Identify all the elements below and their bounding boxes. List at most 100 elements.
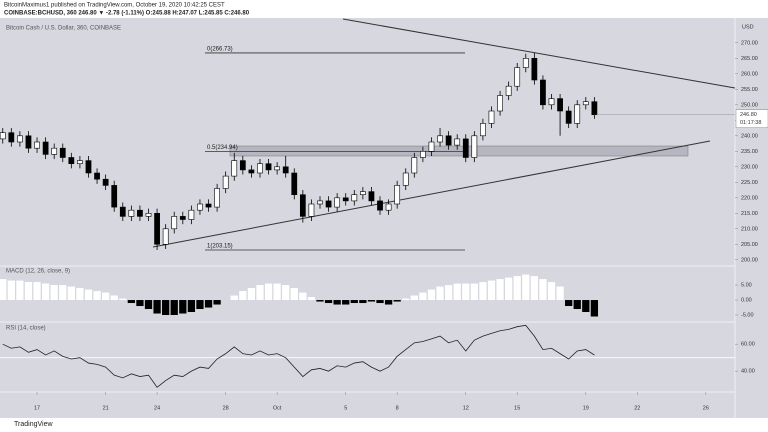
histogram-bar <box>67 286 75 301</box>
x-tick-label: 22 <box>634 405 640 411</box>
candle-body <box>154 213 160 245</box>
histogram-bar <box>136 300 144 307</box>
candle-body <box>248 169 255 174</box>
histogram-bar <box>496 279 504 301</box>
candle-body <box>137 209 143 217</box>
histogram-bar <box>264 283 273 301</box>
candle-body <box>565 110 572 124</box>
histogram-bar <box>273 283 281 301</box>
y-tick-label: 220.00 <box>741 195 758 201</box>
candle-body <box>359 191 366 196</box>
histogram-bar <box>444 285 453 301</box>
candle-body <box>437 135 443 143</box>
histogram-bar <box>462 283 470 301</box>
chart-background <box>0 18 768 418</box>
candle-body <box>291 172 298 196</box>
histogram-bar <box>41 283 50 301</box>
candle-body <box>557 98 563 112</box>
candle-body <box>128 209 135 217</box>
candle-body <box>385 203 392 211</box>
x-tick-label: 24 <box>154 405 160 411</box>
histogram-bar <box>33 282 41 301</box>
support-zone <box>229 145 689 157</box>
candle-body <box>317 200 323 205</box>
histogram-bar <box>84 289 93 301</box>
candle-body <box>308 203 315 217</box>
candle-body <box>522 57 529 68</box>
candle-body <box>214 188 220 208</box>
candle-body <box>0 132 6 140</box>
histogram-bar <box>59 285 67 301</box>
y-tick-label: 5.00 <box>741 283 752 289</box>
unit-label: USD <box>742 24 754 30</box>
candle-body <box>514 67 521 87</box>
candle-body <box>488 110 495 124</box>
candle-body <box>59 147 66 158</box>
y-tick-label: 230.00 <box>741 164 758 170</box>
candle-body <box>85 160 92 174</box>
x-tick-label: 5 <box>344 405 347 411</box>
candle-body <box>325 200 332 208</box>
fib-label: 0.5(234.94) <box>207 145 238 151</box>
histogram-bar <box>247 288 256 301</box>
candle-body <box>102 178 109 186</box>
x-tick-label: 19 <box>583 405 589 411</box>
histogram-bar <box>410 295 418 301</box>
histogram-bar <box>299 292 307 301</box>
histogram-bar <box>196 300 204 310</box>
candle-body <box>68 157 75 164</box>
candle-body <box>77 160 83 165</box>
histogram-bar <box>153 300 161 314</box>
header-line: BitcoinMaximus1 published on TradingView… <box>4 3 225 9</box>
fib-label: 1(203.15) <box>207 244 233 250</box>
candle-body <box>377 200 383 211</box>
y-tick-label: 250.00 <box>741 102 758 108</box>
candle-body <box>8 132 15 143</box>
y-tick-label: 270.00 <box>741 40 758 46</box>
last-price-box <box>735 109 768 128</box>
histogram-bar <box>393 300 401 302</box>
histogram-bar <box>342 300 350 305</box>
candle-body <box>548 98 555 106</box>
histogram-bar <box>0 279 7 301</box>
histogram-bar <box>187 300 196 313</box>
y-tick-label: 205.00 <box>741 242 758 248</box>
histogram-bar <box>307 297 316 301</box>
trend-line <box>342 18 736 89</box>
candle-body <box>34 141 40 149</box>
x-tick-label: 8 <box>396 405 399 411</box>
last-price-label: 246.80 <box>740 112 757 118</box>
x-tick-label: 15 <box>514 405 520 411</box>
histogram-bar <box>282 285 290 301</box>
histogram-bar <box>170 300 178 316</box>
candle-body <box>497 95 503 112</box>
candle-body <box>505 85 512 96</box>
histogram-bar <box>530 276 539 301</box>
y-tick-label: 60.00 <box>741 342 755 348</box>
histogram-bar <box>179 300 187 314</box>
candle-body <box>171 216 178 230</box>
candle-body <box>531 57 538 81</box>
candle-body <box>471 135 478 158</box>
histogram-bar <box>119 298 127 301</box>
histogram-bar <box>359 300 367 304</box>
histogram-bar <box>367 300 376 302</box>
candle-body <box>591 101 598 116</box>
candle-body <box>351 194 358 202</box>
y-tick-label: 215.00 <box>741 211 758 217</box>
candle-body <box>145 213 152 217</box>
histogram-bar <box>24 282 33 301</box>
candle-body <box>445 135 452 146</box>
candle-body <box>205 203 212 208</box>
histogram-bar <box>376 300 384 304</box>
candle-body <box>257 163 263 174</box>
chart-title: Bitcoin Cash / U.S. Dollar, 360, COINBAS… <box>6 26 121 32</box>
histogram-bar <box>239 291 247 301</box>
candle-body <box>368 191 375 202</box>
histogram-bar <box>590 300 599 317</box>
candle-body <box>428 141 435 152</box>
y-tick-label: 225.00 <box>741 180 758 186</box>
histogram-bar <box>504 277 513 301</box>
